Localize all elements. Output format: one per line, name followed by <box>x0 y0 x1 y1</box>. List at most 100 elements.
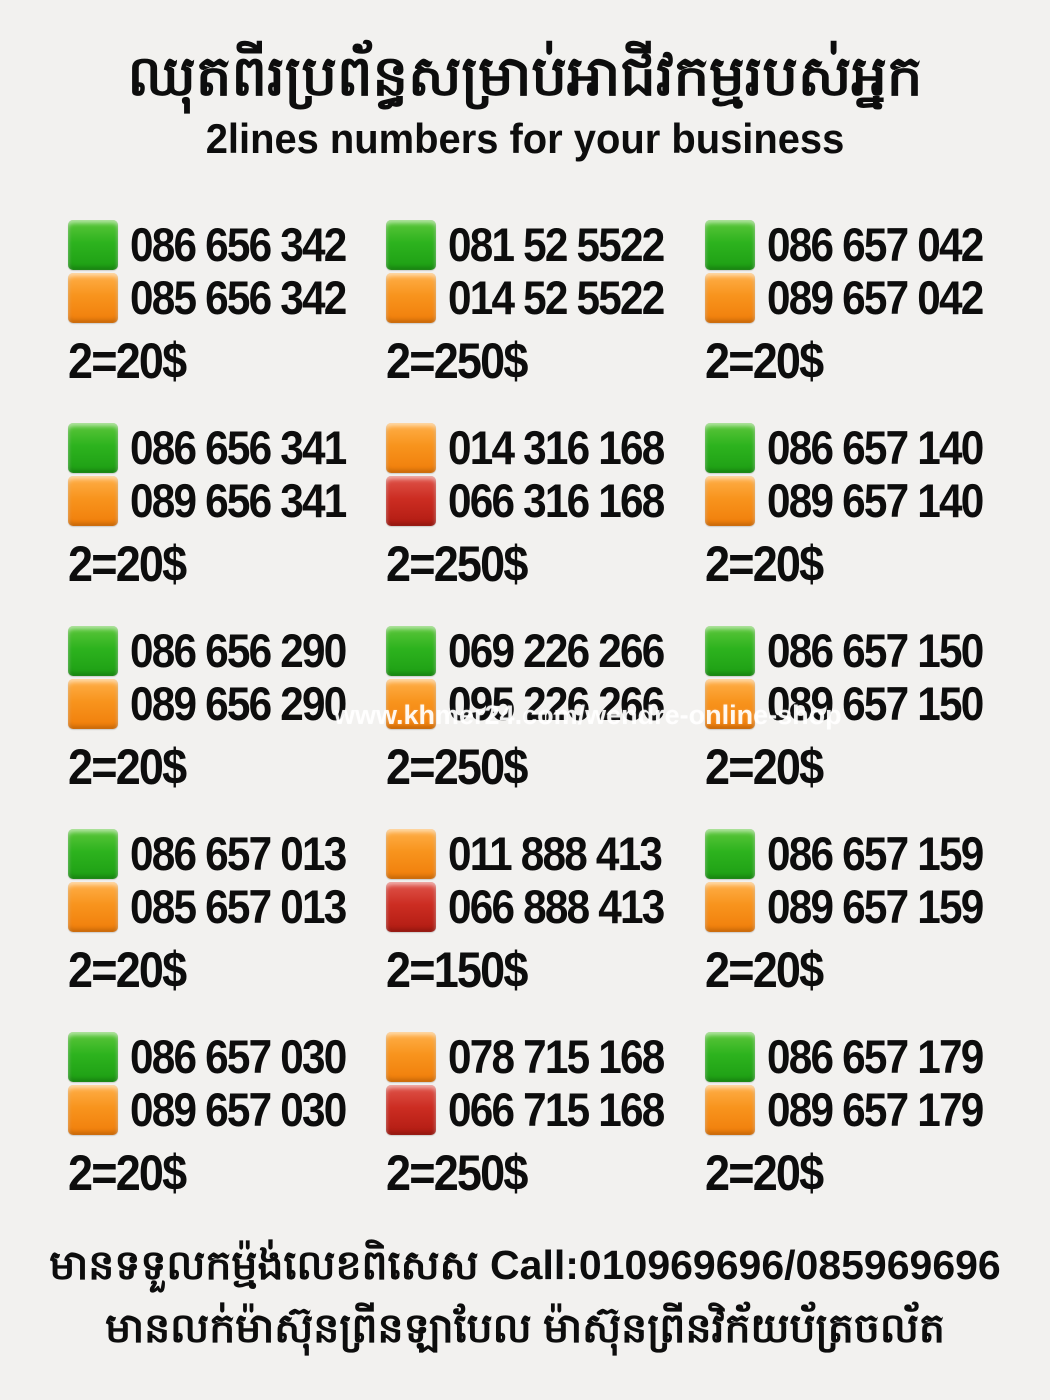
number-line: 014 316 168 <box>386 421 705 474</box>
green-square-icon <box>705 625 755 676</box>
price-label: 2=20$ <box>705 536 824 592</box>
orange-square-icon <box>386 828 436 879</box>
orange-square-icon <box>68 678 118 729</box>
orange-square-icon <box>68 272 118 323</box>
green-square-icon <box>68 828 118 879</box>
phone-number: 085 657 013 <box>130 880 347 933</box>
green-square-icon <box>68 625 118 676</box>
phone-number: 095 226 266 <box>448 677 665 730</box>
number-cell: 078 715 168 066 715 168 2=250$ <box>386 1030 705 1233</box>
number-line: 086 657 150 <box>705 624 1050 677</box>
price-label: 2=250$ <box>386 333 528 389</box>
red-square-icon <box>386 475 436 526</box>
footer-contact-line: មានទទួលកម្ម៉ង់លេខពិសេស Call:010969696/08… <box>49 1242 1001 1288</box>
number-cell: 014 316 168 066 316 168 2=250$ <box>386 421 705 624</box>
number-line: 066 888 413 <box>386 880 705 933</box>
green-square-icon <box>386 625 436 676</box>
header: ឈុតពីរប្រព័ន្ធសម្រាប់អាជីវកម្មរបស់អ្នក 2… <box>0 0 1050 163</box>
number-line: 089 657 159 <box>705 880 1050 933</box>
number-line: 086 656 290 <box>68 624 386 677</box>
number-line: 086 656 342 <box>68 218 386 271</box>
number-line: 069 226 266 <box>386 624 705 677</box>
price-label: 2=20$ <box>705 333 824 389</box>
number-line: 086 657 179 <box>705 1030 1050 1083</box>
phone-number: 086 657 159 <box>767 827 984 880</box>
phone-number: 086 657 150 <box>767 624 984 677</box>
phone-number: 086 657 140 <box>767 421 984 474</box>
number-line: 089 657 150 <box>705 677 1050 730</box>
price-label: 2=150$ <box>386 942 528 998</box>
price-label: 2=250$ <box>386 739 528 795</box>
orange-square-icon <box>386 678 436 729</box>
number-cell: 086 657 030 089 657 030 2=20$ <box>68 1030 386 1233</box>
number-line: 086 657 042 <box>705 218 1050 271</box>
orange-square-icon <box>68 1084 118 1135</box>
phone-number: 011 888 413 <box>448 827 663 880</box>
number-cell: 086 656 290 089 656 290 2=20$ <box>68 624 386 827</box>
phone-number: 066 888 413 <box>448 880 665 933</box>
price-label: 2=20$ <box>68 942 187 998</box>
phone-number: 089 657 159 <box>767 880 984 933</box>
phone-number: 014 316 168 <box>448 421 665 474</box>
phone-number: 089 657 150 <box>767 677 984 730</box>
orange-square-icon <box>705 678 755 729</box>
watermark-text: www.khmer24.com/wendre-online-shop <box>334 700 842 730</box>
phone-numbers-grid: 086 656 342 085 656 342 2=20$ 081 52 5522 01… <box>68 218 1050 1233</box>
number-line: 066 715 168 <box>386 1083 705 1136</box>
phone-number: 089 657 042 <box>767 271 984 324</box>
number-cell: 086 656 341 089 656 341 2=20$ <box>68 421 386 624</box>
number-cell: 086 657 179 089 657 179 2=20$ <box>705 1030 1050 1233</box>
phone-number: 086 657 042 <box>767 218 984 271</box>
red-square-icon <box>386 1084 436 1135</box>
phone-number: 086 656 341 <box>130 421 347 474</box>
number-line: 089 656 341 <box>68 474 386 527</box>
price-label: 2=20$ <box>705 942 824 998</box>
number-cell: 086 657 042 089 657 042 2=20$ <box>705 218 1050 421</box>
phone-number: 066 715 168 <box>448 1083 665 1136</box>
price-label: 2=250$ <box>386 1145 528 1201</box>
green-square-icon <box>68 219 118 270</box>
orange-square-icon <box>68 475 118 526</box>
price-label: 2=20$ <box>68 536 187 592</box>
phone-number: 086 657 179 <box>767 1030 984 1083</box>
number-line: 086 657 030 <box>68 1030 386 1083</box>
phone-number: 086 656 290 <box>130 624 347 677</box>
phone-number: 089 656 341 <box>130 474 347 527</box>
red-square-icon <box>386 881 436 932</box>
phone-number: 081 52 5522 <box>448 218 665 271</box>
orange-square-icon <box>705 1084 755 1135</box>
price-label: 2=20$ <box>68 1145 187 1201</box>
green-square-icon <box>68 422 118 473</box>
phone-number: 089 657 179 <box>767 1083 984 1136</box>
number-line: 014 52 5522 <box>386 271 705 324</box>
number-line: 078 715 168 <box>386 1030 705 1083</box>
page-title-khmer: ឈុតពីរប្រព័ន្ធសម្រាប់អាជីវកម្មរបស់អ្នក <box>127 44 923 107</box>
number-line: 086 656 341 <box>68 421 386 474</box>
number-cell: 086 657 150 089 657 150 2=20$ <box>705 624 1050 827</box>
number-cell: 081 52 5522 014 52 5522 2=250$ <box>386 218 705 421</box>
number-cell: 086 657 140 089 657 140 2=20$ <box>705 421 1050 624</box>
page-title-english: 2lines numbers for your business <box>205 115 845 163</box>
footer-products-line: មានលក់ម៉ាស៊ុនព្រីនឡាបែល ម៉ាស៊ុនព្រីនវិក័… <box>105 1305 945 1352</box>
price-label: 2=250$ <box>386 536 528 592</box>
number-line: 089 656 290 <box>68 677 386 730</box>
number-line: 095 226 266 <box>386 677 705 730</box>
orange-square-icon <box>68 881 118 932</box>
green-square-icon <box>705 219 755 270</box>
orange-square-icon <box>386 422 436 473</box>
number-cell: 086 657 159 089 657 159 2=20$ <box>705 827 1050 1030</box>
price-label: 2=20$ <box>68 739 187 795</box>
price-label: 2=20$ <box>68 333 187 389</box>
phone-number: 089 657 140 <box>767 474 984 527</box>
number-line: 086 657 159 <box>705 827 1050 880</box>
green-square-icon <box>705 1031 755 1082</box>
number-line: 085 657 013 <box>68 880 386 933</box>
number-line: 089 657 042 <box>705 271 1050 324</box>
number-line: 089 657 030 <box>68 1083 386 1136</box>
number-line: 081 52 5522 <box>386 218 705 271</box>
orange-square-icon <box>705 881 755 932</box>
green-square-icon <box>386 219 436 270</box>
orange-square-icon <box>705 272 755 323</box>
number-cell: 086 656 342 085 656 342 2=20$ <box>68 218 386 421</box>
number-line: 086 657 013 <box>68 827 386 880</box>
